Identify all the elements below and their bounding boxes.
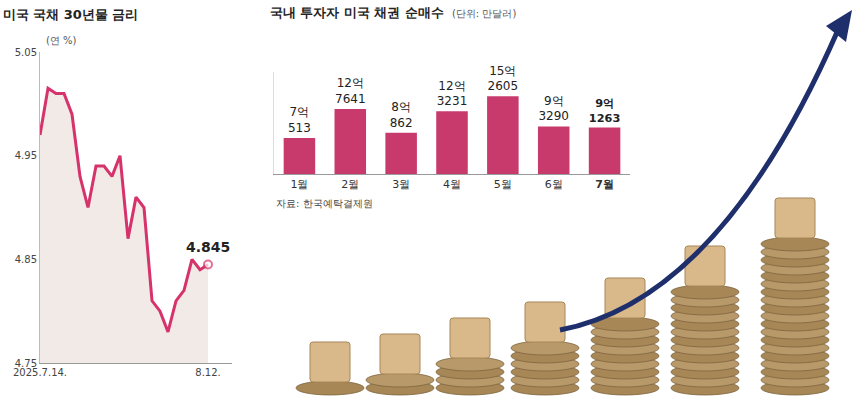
svg-text:5월: 5월 [494, 178, 512, 191]
svg-text:7월: 7월 [595, 178, 614, 191]
svg-text:4.845: 4.845 [186, 239, 230, 255]
svg-text:9억1263: 9억1263 [589, 96, 621, 125]
svg-text:6월: 6월 [545, 178, 563, 191]
svg-text:12억7641: 12억7641 [335, 76, 366, 106]
svg-text:9억3290: 9억3290 [538, 94, 569, 124]
svg-text:자료: 한국예탁결제원: 자료: 한국예탁결제원 [276, 198, 373, 209]
svg-text:4.85: 4.85 [15, 254, 37, 265]
svg-text:2월: 2월 [341, 178, 359, 191]
svg-text:15억2605: 15억2605 [488, 64, 519, 94]
svg-text:3월: 3월 [392, 178, 410, 191]
svg-text:4.75: 4.75 [15, 358, 37, 369]
svg-text:국내 투자자 미국 채권 순매수 (단위: 만달러): 국내 투자자 미국 채권 순매수 (단위: 만달러) [270, 5, 517, 20]
svg-text:1월: 1월 [290, 178, 308, 191]
svg-text:4.95: 4.95 [15, 150, 37, 161]
svg-text:8.12.: 8.12. [195, 367, 220, 378]
svg-text:(연 %): (연 %) [46, 35, 77, 46]
svg-text:7억513: 7억513 [288, 105, 311, 135]
svg-text:8억862: 8억862 [390, 100, 413, 130]
svg-text:12억3231: 12억3231 [437, 79, 468, 109]
svg-text:미국 국채 30년물 금리: 미국 국채 30년물 금리 [3, 7, 139, 22]
svg-text:2025.7.14.: 2025.7.14. [13, 367, 67, 378]
svg-text:4월: 4월 [443, 178, 461, 191]
svg-text:5.05: 5.05 [15, 47, 37, 58]
